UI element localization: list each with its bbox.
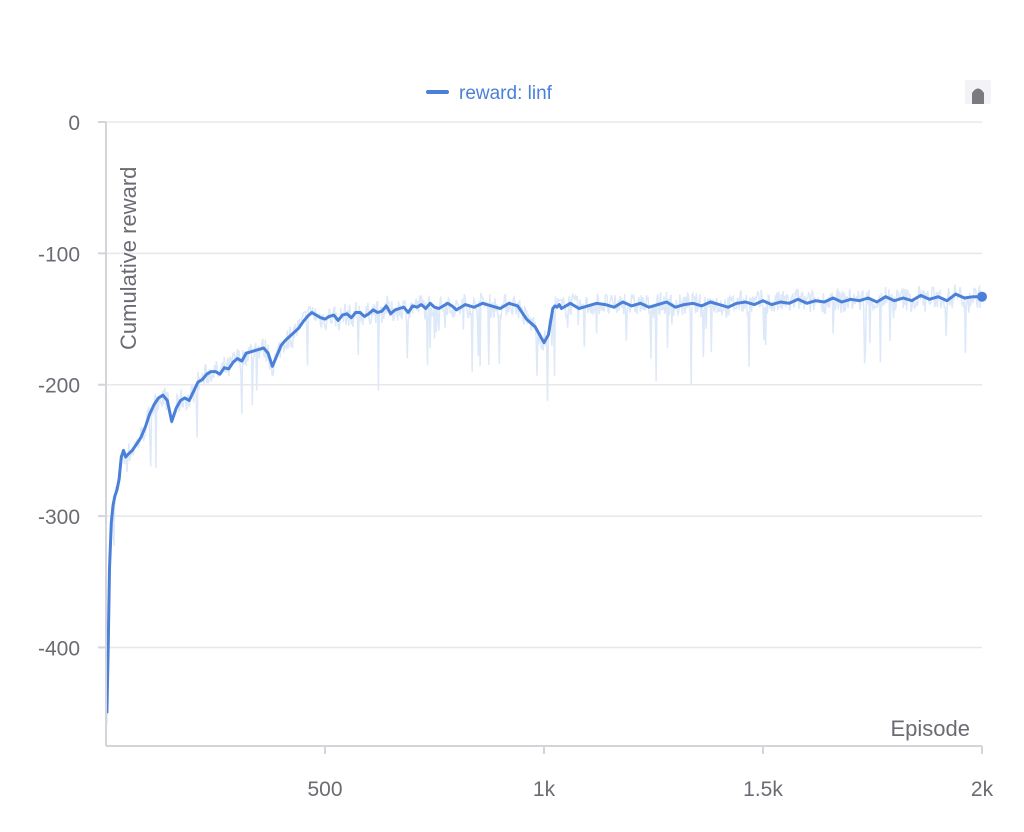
series-line — [105, 292, 982, 714]
menu-handle-icon[interactable] — [965, 80, 991, 104]
x-ticks: 500 1k 1.5k 2k — [307, 746, 994, 801]
legend-label: reward: linf — [459, 83, 553, 104]
y-ticks: 0 -100 -200 -300 -400 — [38, 112, 106, 660]
y-axis-title: Cumulative reward — [116, 167, 141, 350]
x-tick-label: 2k — [971, 778, 994, 801]
x-tick-label: 500 — [307, 778, 342, 801]
y-tick-label: -300 — [38, 506, 80, 529]
series-endpoint[interactable] — [977, 291, 987, 302]
y-tick-label: 0 — [68, 112, 80, 135]
legend[interactable]: reward: linf — [426, 83, 553, 104]
grid-lines — [106, 121, 982, 649]
x-axis-title: Episode — [890, 716, 970, 741]
axes — [105, 122, 982, 747]
raw-reward-line — [106, 284, 983, 726]
y-tick-label: -200 — [38, 375, 80, 398]
raw-reward-band — [106, 284, 983, 726]
series-layer — [105, 291, 987, 714]
x-tick-label: 1k — [533, 778, 556, 801]
x-tick-label: 1.5k — [743, 778, 783, 801]
y-tick-label: -400 — [38, 637, 80, 660]
y-tick-label: -100 — [38, 243, 80, 266]
